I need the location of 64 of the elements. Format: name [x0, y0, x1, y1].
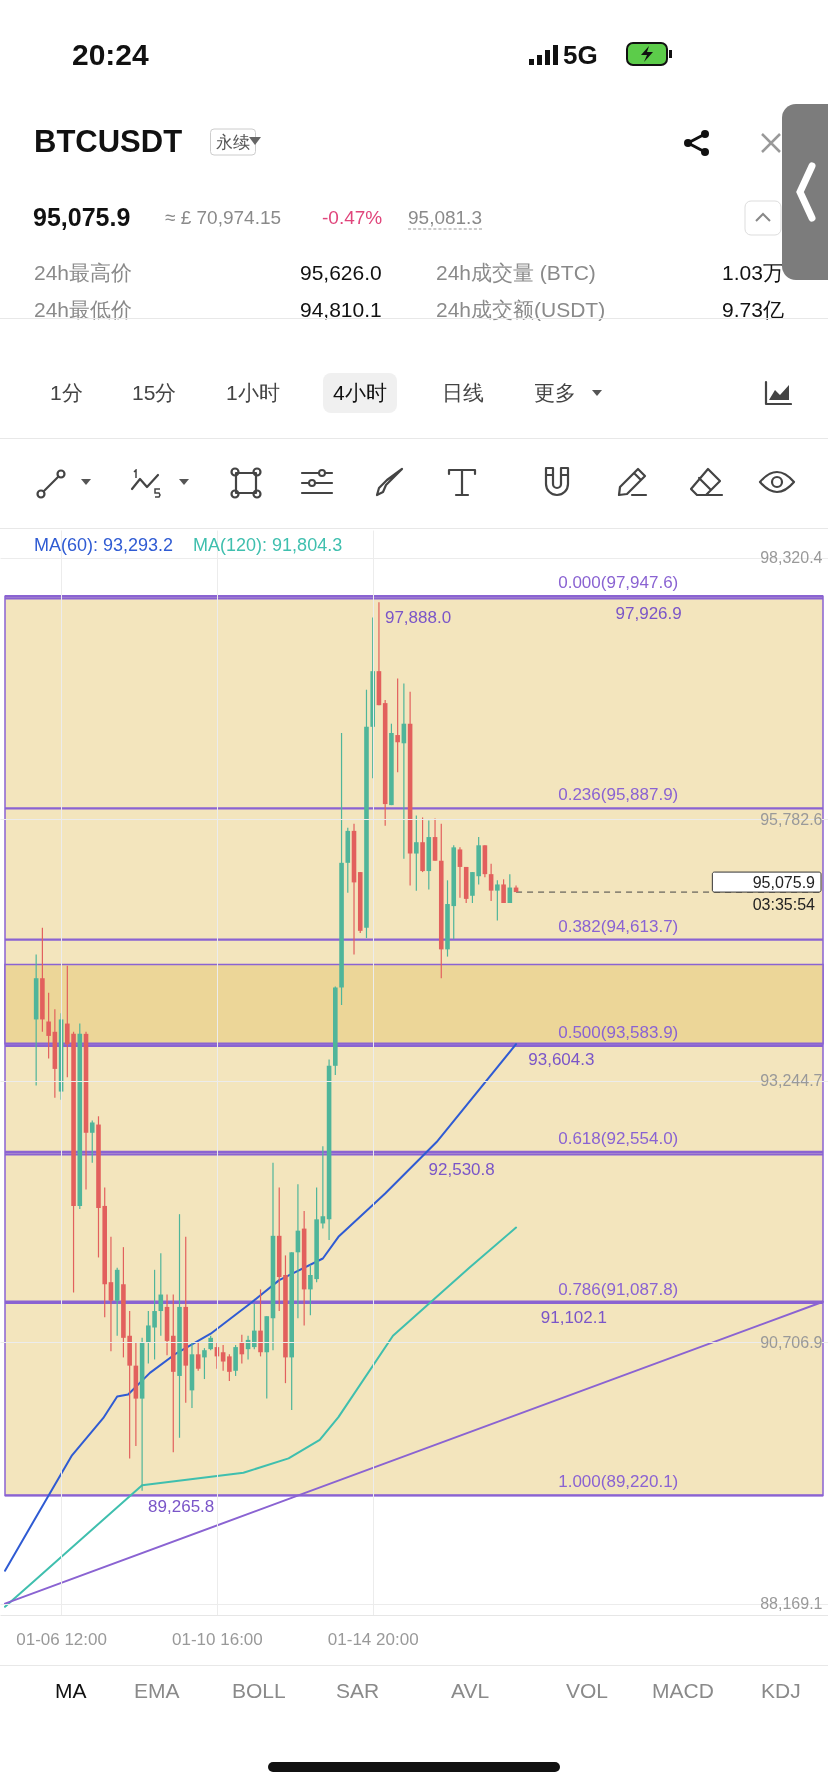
ref-line-label: 0.236(95,887.9): [558, 785, 679, 805]
text: VOL: [566, 1679, 609, 1703]
ref-line-label: 0.500(93,583.9): [558, 1022, 679, 1042]
candlestick: [258, 1288, 263, 1357]
y-tick-label: 93,244.7: [760, 1072, 823, 1090]
candlestick: [195, 1342, 201, 1372]
text: -0.47%: [322, 207, 383, 229]
text: 1.03万: [722, 260, 784, 286]
text: 15分: [132, 380, 177, 406]
text: 日线: [442, 380, 484, 406]
chart-subtitle: 永续: [210, 128, 256, 156]
x-tick-label: 01-06 12:00: [16, 1629, 107, 1649]
text: 更多: [534, 380, 576, 406]
x-tick-label: 01-10 16:00: [172, 1629, 263, 1649]
text: ≈ £ 70,974.15: [165, 207, 282, 229]
x-tick-label: 01-14 20:00: [327, 1629, 419, 1649]
annotation: 97,926.9: [615, 604, 682, 624]
text: 20:24: [72, 38, 149, 72]
text: BOLL: [232, 1679, 286, 1703]
y-tick-label: 98,320.4: [760, 549, 823, 567]
candlestick: [227, 1353, 232, 1382]
candlestick: [252, 1303, 257, 1350]
candlestick: [233, 1344, 238, 1377]
y-tick-label: 90,706.9: [760, 1333, 823, 1351]
text: 24h成交量 (BTC): [436, 260, 596, 286]
ref-line-label: 95,075.9 03:35:54: [752, 874, 816, 914]
text: KDJ: [761, 1679, 801, 1703]
text: 4小时: [323, 373, 397, 413]
ref-line-label: 1.000(89,220.1): [558, 1472, 679, 1492]
text: EMA: [134, 1679, 180, 1703]
candlestick: [89, 1119, 95, 1164]
text: 1分: [50, 380, 83, 406]
text: 24h最高价: [34, 260, 133, 286]
text: 9.73亿: [722, 297, 784, 323]
candlestick: [202, 1347, 207, 1380]
candlestick: [220, 1344, 226, 1372]
text: MACD: [652, 1679, 714, 1703]
ref-line-label: 0.618(92,554.0): [558, 1128, 679, 1148]
text: 95,626.0: [300, 261, 382, 285]
annotation: 92,530.8: [428, 1160, 495, 1180]
annotation: 89,265.8: [148, 1496, 215, 1516]
annotation: 93,604.3: [528, 1049, 595, 1069]
text: 1小时: [226, 380, 280, 406]
annotation: 97,888.0: [384, 608, 452, 628]
y-tick-label: 88,169.1: [760, 1595, 823, 1613]
ref-line-label: 0.382(94,613.7): [558, 916, 679, 936]
text: SAR: [336, 1679, 380, 1703]
candlestick: [46, 992, 51, 1060]
text: 5G: [563, 39, 598, 71]
annotation: 91,102.1: [540, 1307, 607, 1327]
ref-line-label: 0.000(97,947.6): [558, 573, 679, 593]
chart-title: BTCUSDT: [34, 124, 183, 160]
candlestick: [495, 879, 500, 922]
text: AVL: [451, 1679, 490, 1703]
text: 95,075.9: [33, 202, 131, 232]
text: MA: [55, 1679, 87, 1703]
y-tick-label: 95,782.6: [760, 810, 823, 828]
text: 94,810.1: [300, 298, 382, 322]
candlestick: [395, 677, 400, 773]
text: MA(60): 93,293.2: [34, 534, 174, 555]
candlestick: [414, 814, 419, 892]
text: MA(120): 91,804.3: [193, 534, 343, 555]
ref-line-label: 0.786(91,087.8): [558, 1280, 679, 1300]
text: 95,081.3: [408, 206, 482, 230]
